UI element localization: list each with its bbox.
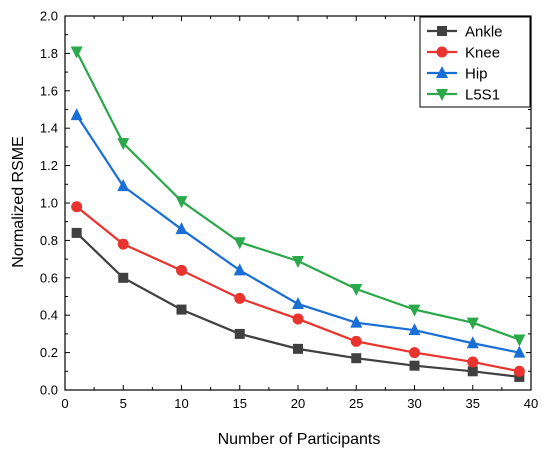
legend-marker-l5s1 bbox=[436, 89, 448, 101]
data-point-hip bbox=[233, 263, 246, 276]
data-point-ankle bbox=[409, 360, 420, 371]
data-point-ankle bbox=[71, 227, 82, 238]
data-point-l5s1 bbox=[117, 138, 130, 151]
data-point-knee bbox=[350, 335, 362, 347]
y-tick-label: 0.0 bbox=[40, 383, 58, 398]
x-tick-label: 35 bbox=[466, 396, 480, 411]
y-tick-label: 0.4 bbox=[40, 308, 58, 323]
x-tick-label: 25 bbox=[349, 396, 363, 411]
data-point-knee bbox=[71, 201, 83, 213]
data-point-l5s1 bbox=[175, 196, 188, 209]
y-tick-label: 1.2 bbox=[40, 158, 58, 173]
data-point-ankle bbox=[514, 371, 525, 382]
x-axis-title: Number of Participants bbox=[218, 431, 381, 448]
data-point-knee bbox=[292, 313, 304, 325]
data-point-l5s1 bbox=[350, 284, 363, 297]
legend-label-ankle: Ankle bbox=[465, 24, 503, 41]
data-point-knee bbox=[117, 238, 129, 250]
data-point-hip bbox=[117, 179, 130, 192]
y-tick-label: 1.0 bbox=[40, 196, 58, 211]
data-point-l5s1 bbox=[408, 304, 421, 317]
data-point-ankle bbox=[234, 328, 245, 339]
data-point-knee bbox=[513, 365, 525, 377]
y-tick-label: 1.6 bbox=[40, 83, 58, 98]
y-tick-label: 0.8 bbox=[40, 233, 58, 248]
x-tick-label: 5 bbox=[120, 396, 127, 411]
y-tick-label: 0.6 bbox=[40, 270, 58, 285]
data-point-ankle bbox=[293, 343, 303, 354]
data-point-hip bbox=[175, 222, 188, 235]
data-point-ankle bbox=[176, 304, 187, 315]
data-point-knee bbox=[409, 347, 420, 359]
data-point-l5s1 bbox=[513, 334, 526, 347]
data-point-l5s1 bbox=[233, 237, 246, 250]
data-point-hip bbox=[408, 323, 421, 336]
x-tick-label: 20 bbox=[291, 396, 305, 411]
y-tick-label: 0.2 bbox=[40, 345, 58, 360]
data-point-knee bbox=[176, 264, 187, 276]
data-point-l5s1 bbox=[292, 255, 304, 268]
legend-label-hip: Hip bbox=[465, 66, 488, 83]
data-point-ankle bbox=[467, 366, 478, 377]
legend-marker-knee bbox=[436, 46, 448, 58]
y-axis-title: Normalized RSME bbox=[10, 136, 27, 268]
legend-label-l5s1: L5S1 bbox=[465, 87, 500, 104]
data-point-knee bbox=[234, 292, 246, 304]
data-point-ankle bbox=[351, 353, 362, 364]
data-point-hip bbox=[513, 345, 526, 358]
y-tick-label: 1.4 bbox=[40, 121, 58, 136]
x-tick-label: 40 bbox=[524, 396, 538, 411]
legend-marker-hip bbox=[436, 66, 448, 78]
data-point-knee bbox=[467, 356, 479, 368]
x-tick-label: 0 bbox=[61, 396, 68, 411]
data-point-hip bbox=[466, 336, 479, 349]
data-point-hip bbox=[70, 108, 83, 121]
x-tick-label: 30 bbox=[407, 396, 421, 411]
legend-marker-ankle bbox=[437, 26, 447, 36]
x-tick-label: 15 bbox=[233, 396, 247, 411]
data-point-l5s1 bbox=[466, 317, 479, 330]
legend-label-knee: Knee bbox=[465, 45, 500, 62]
plot-area: 0 5 10 15 20 25 30 35 40 0.0 0.2 0.4 0.6 0.8 1.0 1.2 1.4… bbox=[40, 9, 538, 412]
data-point-hip bbox=[350, 315, 363, 328]
x-tick-label: 10 bbox=[174, 396, 188, 411]
data-point-hip bbox=[292, 296, 304, 309]
y-tick-label: 2.0 bbox=[40, 9, 58, 24]
y-tick-label: 1.8 bbox=[40, 46, 58, 61]
data-point-ankle bbox=[118, 272, 129, 283]
data-point-l5s1 bbox=[70, 46, 83, 59]
